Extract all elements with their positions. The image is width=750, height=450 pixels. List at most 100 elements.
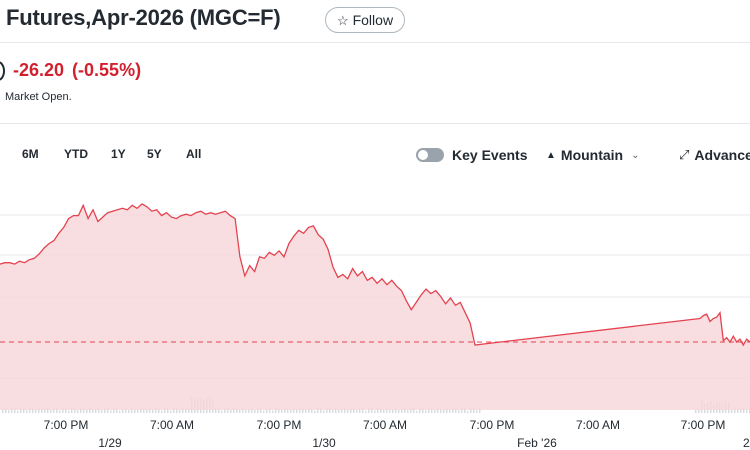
volume-bar [737,408,739,413]
volume-bar [299,408,301,413]
chart-type-label: Mountain [560,147,624,163]
x-date-label: Feb '26 [517,436,557,450]
volume-bar [89,407,91,413]
volume-bar [449,409,451,413]
volume-bar [68,410,70,413]
volume-bar [158,407,160,413]
volume-bar [179,409,181,413]
star-outline-icon: ☆ [336,12,349,28]
x-tick-label: 7:00 PM [681,418,726,432]
volume-bar [434,409,436,413]
volume-bar [95,408,97,413]
volume-bar [302,407,304,413]
volume-bar [251,407,253,413]
volume-bar [281,409,283,413]
price-chart[interactable]: 7:00 PM 1/29 7:00 AM 7:00 PM 1/30 7:00 AM 7:00… [0,185,750,450]
x-date-label: 2/ [743,436,750,450]
volume-bar [284,407,286,413]
volume-bar [146,408,148,413]
range-ytd-button[interactable]: YTD [64,147,88,161]
volume-bar [116,407,118,413]
volume-bar [188,409,190,413]
volume-bar [8,410,10,413]
volume-bar [224,407,226,413]
volume-bar [398,409,400,413]
volume-bar [134,408,136,413]
volume-bar [56,407,58,413]
volume-bar [269,407,271,413]
volume-bar [326,407,328,413]
range-6m-button[interactable]: 6M [22,147,39,161]
volume-bar [416,410,418,413]
volume-bar [143,409,145,413]
volume-bar [374,410,376,413]
volume-bar [308,407,310,413]
volume-bar [404,407,406,413]
volume-bar [473,407,475,413]
volume-bar [53,408,55,413]
volume-bar [413,407,415,413]
chart-type-dropdown[interactable]: ▲ Mountain ⌄ [546,147,640,163]
volume-bar [92,409,94,413]
volume-bar [347,409,349,413]
range-5y-button[interactable]: 5Y [147,147,162,161]
toggle-switch[interactable] [416,148,444,162]
volume-bar [257,408,259,413]
volume-bar [182,407,184,413]
follow-label: Follow [352,12,394,28]
volume-bar [23,407,25,413]
toggle-knob [418,150,428,160]
volume-bar [407,410,409,413]
volume-bar [29,407,31,413]
volume-bar [38,407,40,413]
volume-bar [290,409,292,413]
volume-bar [359,407,361,413]
volume-bar [341,409,343,413]
volume-bar [329,408,331,413]
volume-bar [221,410,223,413]
volume-bar [131,407,133,413]
volume-bar [461,407,463,413]
volume-bar [410,407,412,413]
volume-bar [104,408,106,413]
range-all-button[interactable]: All [186,147,202,161]
volume-bar [44,408,46,413]
volume-bar [74,407,76,413]
quote-divider [0,123,750,124]
x-tick-label: 7:00 AM [150,418,194,432]
x-tick-label: 7:00 PM [470,418,515,432]
volume-bar [239,409,241,413]
volume-bar [455,407,457,413]
volume-bar [128,410,130,413]
volume-bar [17,410,19,413]
key-events-toggle[interactable]: Key Events [416,147,527,163]
advanced-chart-button[interactable]: ⤢ Advance [679,147,750,163]
volume-bar [272,410,274,413]
volume-bar [119,410,121,413]
advanced-label: Advance [694,147,750,163]
volume-bar [2,408,4,413]
volume-bar [440,408,442,413]
volume-bar [446,407,448,413]
volume-bar [77,410,79,413]
volume-bar [170,410,172,413]
volume-bar [254,409,256,413]
volume-bar [233,407,235,413]
change-percent: (-0.55%) [72,60,142,80]
x-axis-labels: 7:00 PM 1/29 7:00 AM 7:00 PM 1/30 7:00 AM 7:00… [44,418,750,450]
range-1y-button[interactable]: 1Y [111,147,126,161]
volume-bar [314,410,316,413]
follow-button[interactable]: ☆ Follow [325,7,405,33]
volume-bar [470,407,472,413]
volume-bar [467,410,469,413]
volume-bar [245,409,247,413]
volume-bar [263,410,265,413]
volume-bar [389,408,391,413]
volume-bar [437,407,439,413]
volume-bar [86,409,88,413]
volume-bar [83,408,85,413]
volume-bar [149,407,151,413]
volume-bar [458,410,460,413]
volume-bar [59,410,61,413]
volume-bar [362,407,364,413]
